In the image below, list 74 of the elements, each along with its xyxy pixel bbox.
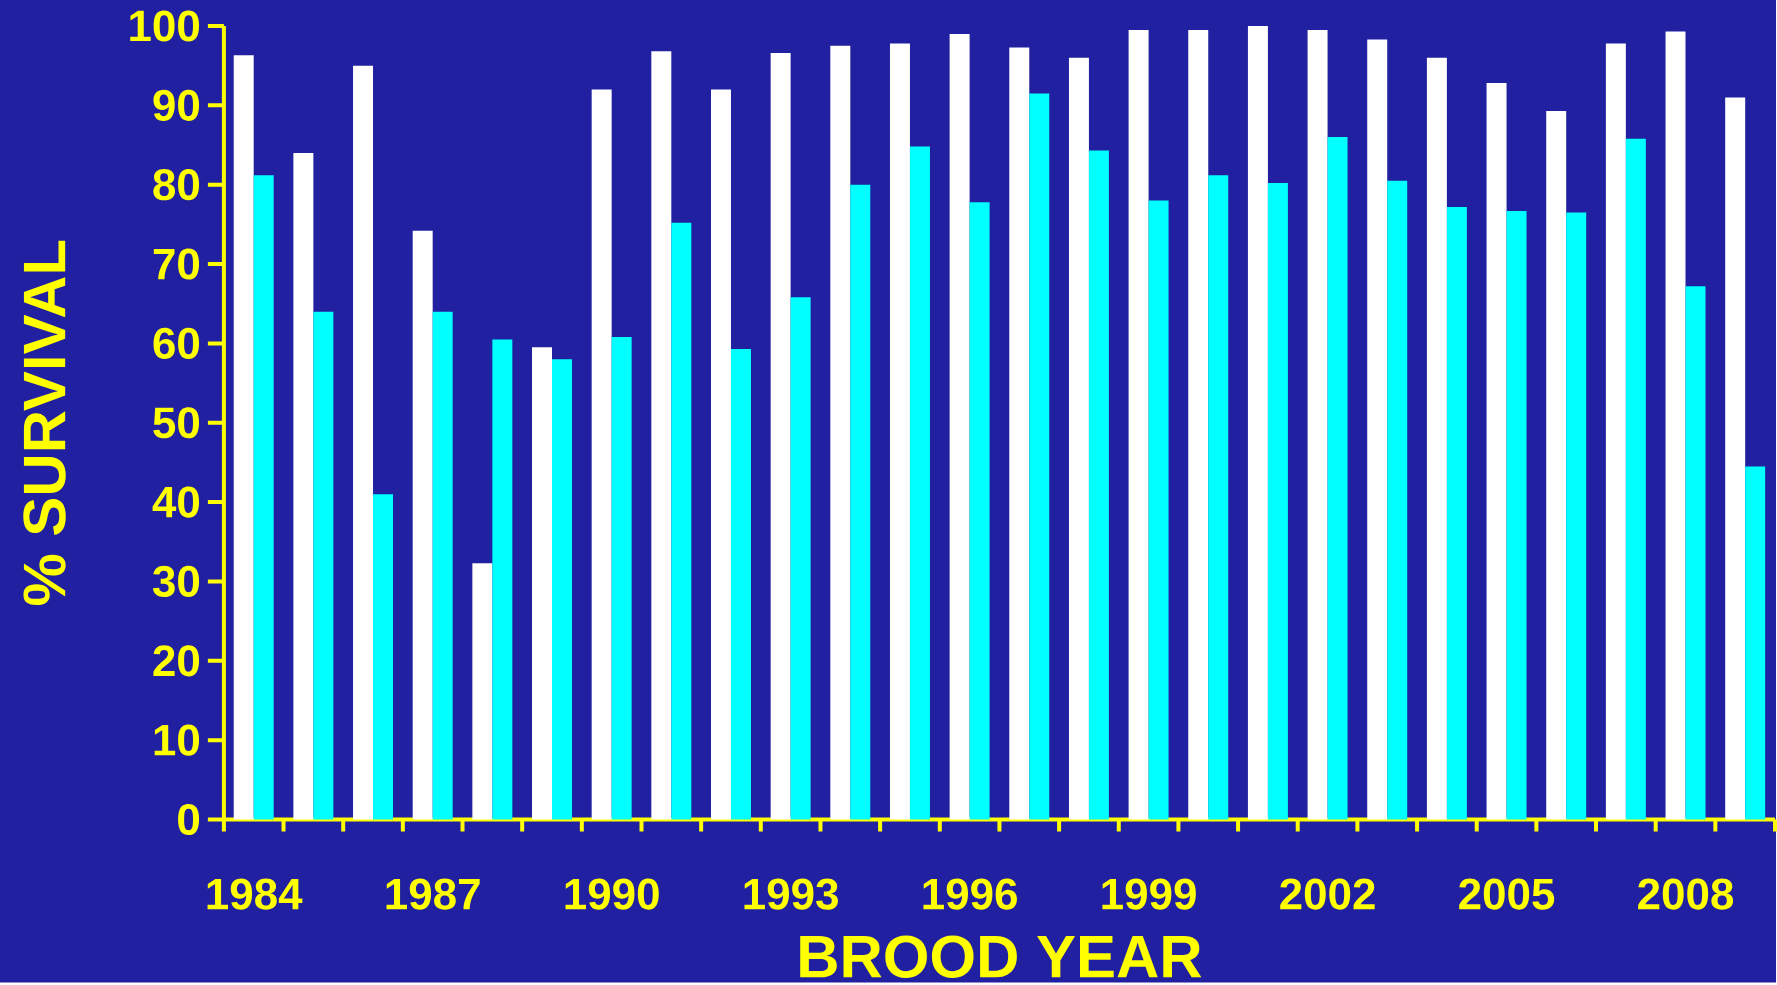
bar (1725, 97, 1746, 820)
bar (591, 89, 612, 820)
bar (532, 347, 553, 820)
x-tick-label: 1993 (744, 878, 838, 910)
bar (1506, 211, 1527, 820)
y-axis-title: % SURVIVAL (23, 240, 66, 606)
bar (949, 34, 970, 820)
bar (1546, 111, 1567, 820)
y-tick-label: 90 (153, 89, 200, 122)
bar (790, 297, 811, 820)
bar (373, 494, 394, 820)
bar (1208, 175, 1229, 820)
bar (1148, 200, 1169, 820)
x-tick-label: 1987 (386, 878, 480, 910)
bar (233, 55, 254, 820)
bar (1426, 57, 1447, 820)
x-tick-label: 1984 (207, 878, 303, 910)
y-tick-label: 30 (152, 566, 200, 598)
bar (850, 184, 871, 820)
x-axis-title: BROOD YEAR (800, 935, 1202, 979)
bar (472, 563, 493, 820)
x-tick-label: 2008 (1638, 878, 1734, 910)
bar (1566, 212, 1587, 820)
y-tick-label: 80 (153, 169, 200, 201)
y-tick-label: 70 (153, 248, 200, 280)
x-tick-label: 2002 (1280, 878, 1375, 910)
bar (671, 222, 692, 820)
bar (1745, 466, 1766, 820)
x-tick-label: 1999 (1102, 878, 1196, 910)
bar (1367, 39, 1388, 820)
bar (1605, 43, 1626, 820)
bar (412, 230, 433, 820)
x-tick-label: 2005 (1459, 878, 1555, 910)
bar (353, 65, 374, 820)
bar (1327, 137, 1348, 820)
y-tick-label: 40 (152, 486, 200, 518)
bar (432, 311, 453, 820)
y-tick-label: 20 (153, 645, 200, 677)
bar (830, 46, 851, 820)
bar (770, 53, 791, 820)
y-tick-label: 0 (178, 804, 200, 836)
bar (1625, 138, 1646, 820)
y-tick-label: 60 (153, 328, 200, 360)
bar (1267, 183, 1288, 820)
bar (1307, 30, 1328, 820)
bar (1188, 30, 1209, 820)
bar (1685, 286, 1706, 820)
bar (313, 311, 334, 820)
bar (1446, 207, 1467, 820)
bar (1068, 57, 1089, 820)
bar (253, 175, 274, 820)
bar (651, 51, 672, 820)
bar (1247, 26, 1268, 820)
bar (969, 202, 990, 820)
bar (1088, 150, 1109, 820)
bar (552, 359, 572, 820)
y-tick-label: 100 (130, 10, 200, 42)
x-tick-label: 1990 (565, 878, 659, 910)
bar (909, 146, 930, 820)
bar (293, 153, 314, 820)
bar (710, 89, 731, 820)
bar (889, 43, 910, 820)
bar (492, 339, 513, 820)
bar (611, 337, 632, 820)
bar (1387, 180, 1408, 820)
x-tick-label: 1996 (923, 878, 1017, 910)
bar (1029, 93, 1050, 820)
y-tick-label: 10 (154, 724, 200, 756)
bar (1486, 83, 1507, 820)
bar (730, 349, 751, 820)
bar (1128, 30, 1149, 820)
y-tick-label: 50 (153, 407, 200, 439)
bar (1009, 47, 1030, 820)
bar (1665, 31, 1686, 820)
